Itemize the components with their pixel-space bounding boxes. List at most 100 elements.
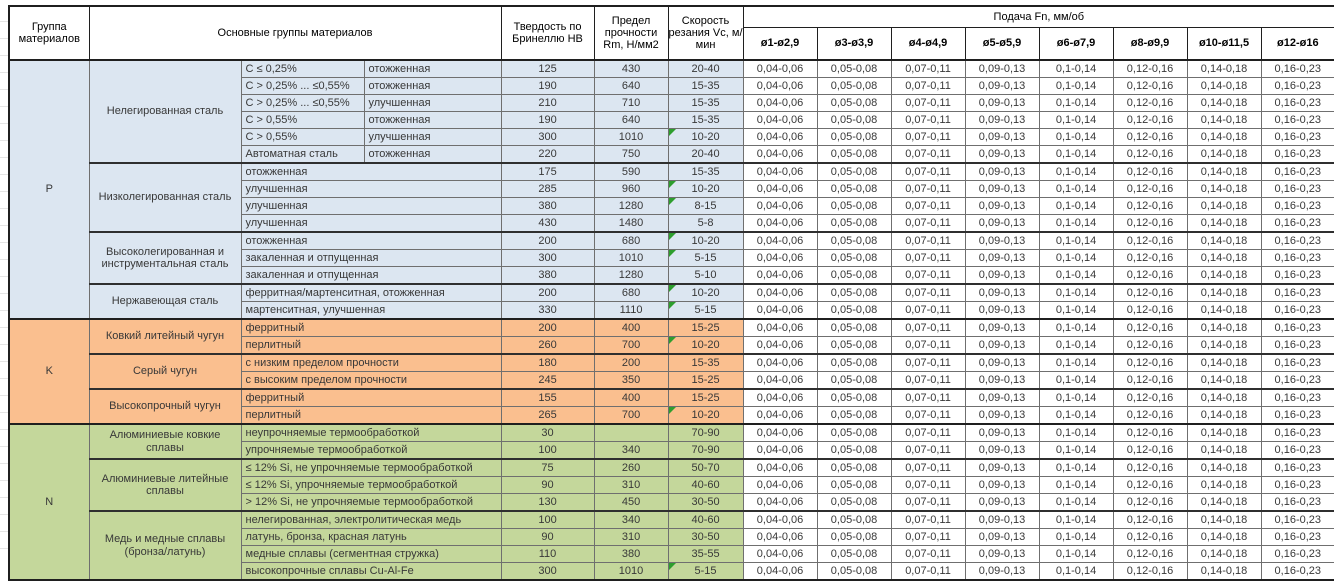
speed-cell: 10-20	[667, 406, 744, 425]
feed-cell: 0,1-0,14	[1038, 318, 1114, 337]
feed-cell: 0,16-0,23	[1260, 249, 1334, 267]
feed-cell: 0,04-0,06	[742, 128, 818, 146]
speed-cell: 20-40	[667, 59, 744, 78]
speed-cell: 15-25	[667, 318, 744, 337]
feed-cell: 0,14-0,18	[1186, 145, 1262, 164]
feed-cell: 0,07-0,11	[890, 197, 966, 215]
speed-cell: 70-90	[667, 423, 744, 442]
speed-value: 10-20	[691, 130, 720, 143]
speed-value: 10-20	[691, 182, 720, 195]
feed-cell: 0,07-0,11	[890, 441, 966, 460]
feed-cell: 0,14-0,18	[1186, 441, 1262, 460]
strength-cell: 640	[593, 111, 669, 129]
feed-cell: 0,09-0,13	[964, 301, 1040, 320]
feed-cell: 0,14-0,18	[1186, 528, 1262, 546]
feed-cell: 0,09-0,13	[964, 249, 1040, 267]
material-description-cell: нелегированная, электролитическая медь	[240, 510, 502, 529]
feed-cell: 0,05-0,08	[816, 562, 892, 581]
feed-cell: 0,1-0,14	[1038, 406, 1114, 425]
feed-cell: 0,05-0,08	[816, 476, 892, 494]
carbon-condition-cell: Автоматная сталь	[240, 145, 365, 164]
hardness-cell: 430	[500, 214, 595, 233]
feed-cell: 0,1-0,14	[1038, 111, 1114, 129]
carbon-condition-cell: C > 0,55%	[240, 128, 365, 146]
green-corner-marker-icon	[669, 233, 676, 240]
strength-cell: 1010	[593, 562, 669, 581]
feed-cell: 0,16-0,23	[1260, 94, 1334, 112]
hardness-cell: 180	[500, 353, 595, 372]
hardness-cell: 300	[500, 562, 595, 581]
feed-cell: 0,16-0,23	[1260, 266, 1334, 285]
material-row: Низколегированная сталь отожженная 175 590 1…	[9, 162, 1334, 233]
strength-cell: 430	[593, 59, 669, 78]
feed-cell: 0,1-0,14	[1038, 423, 1114, 442]
feed-cell: 0,14-0,18	[1186, 197, 1262, 215]
sheet-gridline-margin	[0, 5, 8, 557]
speed-cell: 20-40	[667, 145, 744, 164]
feed-cell: 0,14-0,18	[1186, 318, 1262, 337]
feed-cell: 0,14-0,18	[1186, 510, 1262, 529]
hardness-cell: 155	[500, 388, 595, 407]
material-row: C > 0,25% ... ≤0,55% отожженная 190 640 15-3…	[9, 77, 1334, 95]
feed-cell: 0,04-0,06	[742, 406, 818, 425]
carbon-condition-cell: C > 0,55%	[240, 111, 365, 129]
feed-cell: 0,09-0,13	[964, 336, 1040, 355]
feed-cell: 0,14-0,18	[1186, 493, 1262, 512]
feed-cell: 0,07-0,11	[890, 59, 966, 78]
feed-cell: 0,04-0,06	[742, 562, 818, 581]
feed-cell: 0,16-0,23	[1260, 476, 1334, 494]
feed-cell: 0,05-0,08	[816, 59, 892, 78]
feed-cell: 0,16-0,23	[1260, 128, 1334, 146]
material-description-cell: улучшенная	[240, 197, 502, 215]
speed-value: 10-20	[691, 286, 720, 299]
speed-value: 15-35	[691, 165, 720, 178]
hardness-cell: 100	[500, 510, 595, 529]
feed-cell: 0,1-0,14	[1038, 77, 1114, 95]
speed-value: 50-70	[691, 461, 720, 474]
header-main-material-groups: Основные группы материалов	[88, 5, 502, 61]
feed-cell: 0,09-0,13	[964, 406, 1040, 425]
speed-value: 35-55	[691, 547, 720, 560]
header-cutting-speed: Скорость резания Vc, м/мин	[667, 5, 744, 61]
group-cell-N: N	[8, 423, 90, 581]
green-corner-marker-icon	[669, 285, 676, 292]
feed-cell: 0,1-0,14	[1038, 59, 1114, 78]
strength-cell: 680	[593, 231, 669, 250]
feed-cell: 0,07-0,11	[890, 562, 966, 581]
feed-cell: 0,09-0,13	[964, 214, 1040, 233]
hardness-cell: 90	[500, 528, 595, 546]
feed-column-header: ø12-ø16	[1260, 27, 1334, 61]
hardness-cell: 220	[500, 145, 595, 164]
speed-value: 20-40	[691, 62, 720, 75]
feed-cell: 0,14-0,18	[1186, 336, 1262, 355]
strength-cell: 640	[593, 77, 669, 95]
feed-cell: 0,16-0,23	[1260, 493, 1334, 512]
feed-cell: 0,07-0,11	[890, 388, 966, 407]
hardness-cell: 30	[500, 423, 595, 442]
heat-state-cell: отожженная	[363, 111, 502, 129]
strength-cell: 700	[593, 336, 669, 355]
feed-cell: 0,05-0,08	[816, 423, 892, 442]
feed-cell: 0,05-0,08	[816, 231, 892, 250]
feed-cell: 0,04-0,06	[742, 441, 818, 460]
material-row: Автоматная сталь отожженная 220 750 20-40 0,0…	[9, 145, 1334, 164]
feed-cell: 0,04-0,06	[742, 231, 818, 250]
speed-cell: 15-25	[667, 371, 744, 390]
speed-value: 15-35	[691, 96, 720, 109]
hardness-cell: 245	[500, 371, 595, 390]
feed-cell: 0,1-0,14	[1038, 266, 1114, 285]
strength-cell: 1280	[593, 197, 669, 215]
strength-cell: 400	[593, 388, 669, 407]
feed-cell: 0,05-0,08	[816, 441, 892, 460]
feed-column-header: ø1-ø2,9	[742, 27, 818, 61]
feed-cell: 0,07-0,11	[890, 545, 966, 563]
feed-cell: 0,07-0,11	[890, 128, 966, 146]
speed-cell: 30-50	[667, 493, 744, 512]
feed-cell: 0,12-0,16	[1112, 249, 1188, 267]
hardness-cell: 130	[500, 493, 595, 512]
feed-cell: 0,07-0,11	[890, 493, 966, 512]
hardness-cell: 175	[500, 162, 595, 181]
feed-cell: 0,07-0,11	[890, 266, 966, 285]
feed-cell: 0,16-0,23	[1260, 231, 1334, 250]
feed-cell: 0,12-0,16	[1112, 318, 1188, 337]
